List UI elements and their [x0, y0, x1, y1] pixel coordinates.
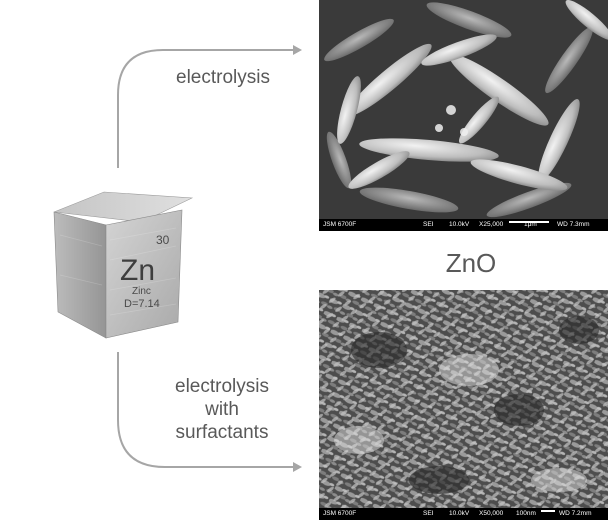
sem-info-bar: JSM 6700F SEI 10.0kV X50,000 100nm WD 7.… — [319, 508, 608, 520]
sem-voltage: 10.0kV — [449, 221, 470, 228]
element-name: Zinc — [132, 286, 151, 297]
sem-working-distance: WD 7.2mm — [559, 510, 592, 517]
sem-image-bottom: JSM 6700F SEI 10.0kV X50,000 100nm WD 7.… — [319, 290, 608, 520]
sem-scale-bar — [509, 221, 549, 223]
sem-working-distance: WD 7.3mm — [557, 221, 590, 228]
sem-scale-bar — [541, 510, 555, 512]
zinc-cube: 30 Zn Zinc D=7.14 — [53, 191, 194, 339]
sem-magnification: X50,000 — [479, 510, 504, 517]
sem-info-bar: JSM 6700F SEI 10.0kV X25,000 1μm WD 7.3m… — [319, 219, 608, 231]
product-label: ZnO — [445, 248, 497, 278]
sem-voltage: 10.0kV — [449, 510, 470, 517]
sem-micrograph-granular — [319, 290, 608, 508]
process-label-electrolysis: electrolysis — [176, 67, 270, 88]
sem-scale: 100nm — [516, 510, 536, 517]
process-label-line: surfactants — [175, 422, 269, 443]
arrow-bottom — [117, 352, 302, 472]
atomic-number: 30 — [156, 233, 170, 247]
sem-mode: SEI — [423, 510, 434, 517]
sem-image-top: JSM 6700F SEI 10.0kV X25,000 1μm WD 7.3m… — [319, 0, 608, 231]
process-label-line: electrolysis — [175, 376, 269, 397]
sem-magnification: X25,000 — [479, 221, 504, 228]
element-density: D=7.14 — [124, 298, 160, 310]
element-symbol: Zn — [120, 254, 155, 287]
sem-micrograph-needles — [319, 0, 608, 219]
sem-scale: 1μm — [524, 221, 537, 228]
process-label-line: with — [205, 399, 239, 420]
arrow-top — [117, 45, 302, 168]
process-label-electrolysis-surfactants: electrolysis with surfactants — [150, 375, 294, 444]
sem-instrument: JSM 6700F — [323, 221, 357, 228]
sem-mode: SEI — [423, 221, 434, 228]
sem-instrument: JSM 6700F — [323, 510, 357, 517]
